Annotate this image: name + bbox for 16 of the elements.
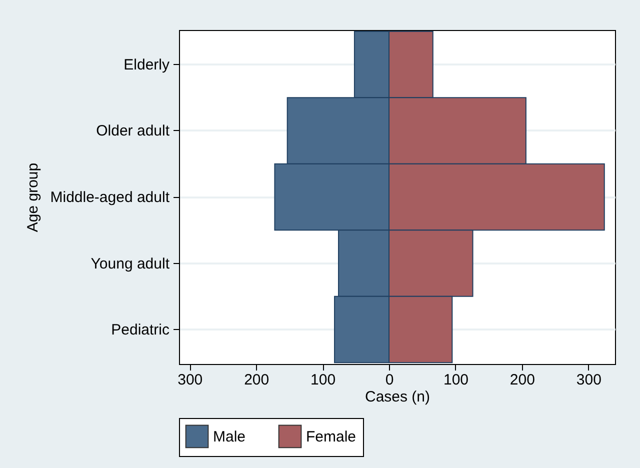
x-tick-label: 300 <box>576 372 602 388</box>
x-tick-label: 200 <box>510 372 535 388</box>
y-axis-title: Age group <box>24 162 42 232</box>
y-tick-label: Young adult <box>90 255 170 272</box>
x-tick-label: 200 <box>244 372 270 388</box>
y-tick-label: Middle-aged adult <box>50 189 170 206</box>
legend-label: Male <box>213 428 246 446</box>
x-axis-title: Cases (n) <box>364 388 430 406</box>
legend-label: Female <box>306 428 356 446</box>
y-tick-label: Pediatric <box>111 322 170 339</box>
x-tick-label: 300 <box>178 372 203 388</box>
x-tick-label: 100 <box>443 372 469 388</box>
x-tick-label: 0 <box>385 372 394 388</box>
x-tick-label: 100 <box>310 372 336 388</box>
y-tick-label: Older adult <box>96 122 170 140</box>
y-tick-label: Elderly <box>124 56 170 74</box>
